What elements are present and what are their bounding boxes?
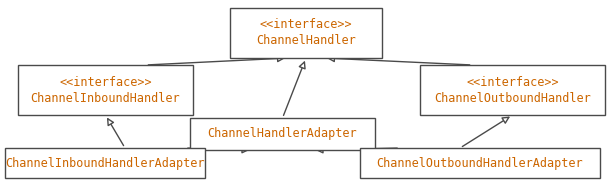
Bar — [18, 65, 193, 115]
Text: ChannelHandler: ChannelHandler — [256, 34, 356, 47]
Bar — [5, 148, 205, 178]
Text: <<interface>>: <<interface>> — [466, 76, 559, 89]
Text: ChannelOutboundHandlerAdapter: ChannelOutboundHandlerAdapter — [377, 156, 583, 169]
Bar — [360, 148, 600, 178]
Bar — [420, 65, 605, 115]
Text: <<interface>>: <<interface>> — [259, 18, 353, 31]
Bar — [190, 118, 375, 150]
Bar — [230, 8, 382, 58]
Text: ChannelHandlerAdapter: ChannelHandlerAdapter — [207, 127, 357, 140]
Text: ChannelOutboundHandler: ChannelOutboundHandler — [434, 92, 591, 105]
Text: ChannelInboundHandlerAdapter: ChannelInboundHandlerAdapter — [6, 156, 205, 169]
Text: ChannelInboundHandler: ChannelInboundHandler — [31, 92, 181, 105]
Text: <<interface>>: <<interface>> — [59, 76, 152, 89]
